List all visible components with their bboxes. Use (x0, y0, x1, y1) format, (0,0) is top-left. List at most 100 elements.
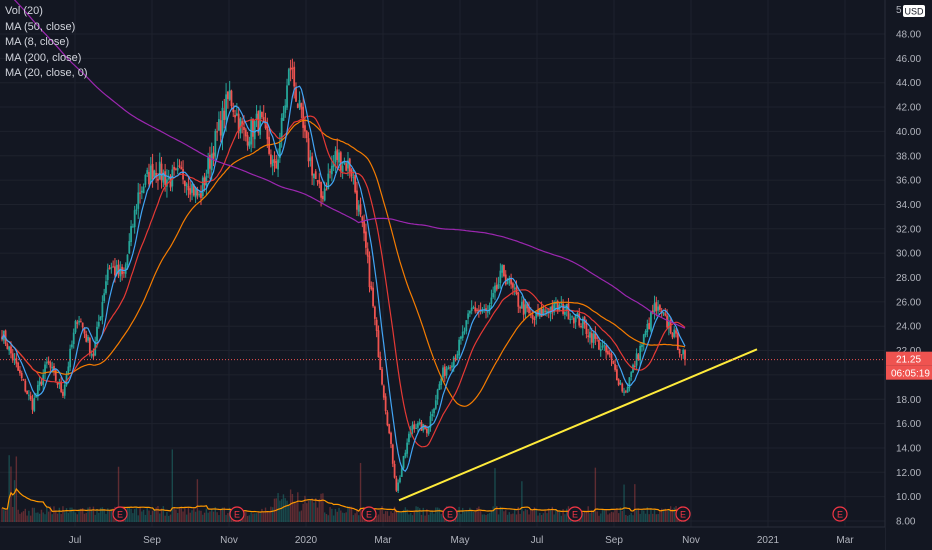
candle-body (300, 103, 303, 110)
volume-bar (191, 510, 193, 522)
time-tick-label: Sep (143, 535, 161, 546)
candle-body (623, 391, 625, 393)
volume-bar (535, 508, 537, 522)
earnings-marker[interactable]: E (567, 506, 583, 522)
candle-body (296, 104, 299, 108)
candle-body (381, 369, 383, 385)
volume-bar (38, 513, 41, 522)
scale-top-label: 5 (896, 5, 902, 16)
volume-bar (189, 512, 191, 522)
indicator-ma50[interactable]: MA (50, close) (5, 20, 76, 33)
volume-bar (101, 507, 104, 522)
candle-body (78, 320, 80, 323)
earnings-marker[interactable]: E (229, 506, 245, 522)
volume-bar (117, 466, 120, 522)
volume-bar (202, 514, 204, 522)
candle-body (372, 287, 374, 307)
candle-body (167, 177, 170, 179)
volume-bar (96, 509, 98, 522)
volume-bar (340, 510, 342, 522)
earnings-marker[interactable]: E (361, 506, 377, 522)
earnings-marker[interactable]: E (442, 506, 458, 522)
time-tick-label: Jul (531, 535, 544, 546)
volume-bar (178, 506, 181, 522)
candle-body (62, 391, 64, 396)
volume-bar (60, 514, 62, 522)
earnings-marker[interactable]: E (112, 506, 128, 522)
candle-body (241, 121, 244, 126)
volume-bar (610, 511, 613, 522)
trendline-layer[interactable] (0, 348, 885, 502)
candle-body (178, 165, 181, 167)
candle-body (63, 384, 66, 396)
candle-body (117, 264, 120, 275)
candle-body (393, 463, 396, 478)
countdown-badge (886, 365, 932, 380)
candle-body (255, 113, 258, 120)
indicator-vol[interactable]: Vol (20) (5, 5, 43, 17)
candle-body (510, 278, 513, 285)
volume-bar (460, 513, 462, 522)
candle-body (667, 321, 670, 329)
volume-bar (284, 498, 286, 522)
time-axis-bg (0, 527, 885, 550)
candle-body (311, 156, 314, 176)
candle-body (458, 339, 461, 356)
candle-body (92, 353, 95, 357)
volume-bar (282, 494, 285, 522)
volume-bar (352, 515, 355, 522)
candle-body (320, 181, 322, 198)
volume-bar (433, 513, 435, 522)
candle-body (56, 381, 59, 385)
candle-body (15, 357, 18, 364)
volume-bar (465, 510, 467, 522)
candle-body (589, 331, 591, 338)
price-axis[interactable]: 48.00 46.00 44.00 42.00 40.00 38.00 36.00 34.00… (884, 0, 932, 550)
price-tick-label: 12.00 (896, 468, 921, 479)
candle-body (252, 118, 254, 137)
candle-body (438, 384, 441, 390)
price-tick-label: 10.00 (896, 492, 921, 503)
volume-bar (483, 514, 485, 522)
candle-body (144, 174, 147, 185)
volume-bar (83, 513, 86, 522)
candle-body (174, 168, 177, 170)
volume-bar (609, 513, 611, 522)
volume-bar (302, 503, 304, 522)
earnings-marker[interactable]: E (675, 506, 691, 522)
price-tick-label: 46.00 (896, 54, 921, 65)
volume-bar (440, 513, 442, 522)
ma200-line (13, 0, 686, 329)
volume-bar (175, 509, 177, 522)
volume-bar (393, 506, 396, 522)
candle-body (295, 87, 297, 102)
candle-body (382, 385, 385, 398)
candle-body (341, 165, 344, 172)
volume-bar (105, 513, 107, 522)
candle-body (626, 387, 629, 393)
indicator-ma20[interactable]: MA (20, close, 0) (5, 67, 88, 79)
candle-body (226, 91, 229, 99)
volume-bar (271, 507, 274, 522)
candle-body (535, 312, 538, 319)
time-axis[interactable]: Jul Sep Nov 2020 Mar May Jul Sep Nov 2021 Mar (0, 526, 885, 550)
earnings-marker[interactable]: E (832, 506, 848, 522)
volume-bar (601, 509, 604, 522)
candle-body (581, 318, 584, 329)
volume-bar (383, 513, 385, 522)
volume-bar (42, 512, 44, 522)
volume-bar (146, 507, 148, 522)
candle-body (212, 152, 215, 159)
volume-bar (621, 510, 623, 522)
candle-body (24, 380, 27, 392)
indicator-ma8[interactable]: MA (8, close) (5, 36, 70, 48)
indicator-ma200[interactable]: MA (200, close) (5, 51, 82, 64)
volume-bar (227, 513, 229, 522)
volume-bar (157, 506, 159, 522)
candle-body (653, 303, 656, 312)
candle-body (596, 337, 599, 339)
volume-bar (128, 506, 130, 522)
candle-body (377, 330, 380, 358)
